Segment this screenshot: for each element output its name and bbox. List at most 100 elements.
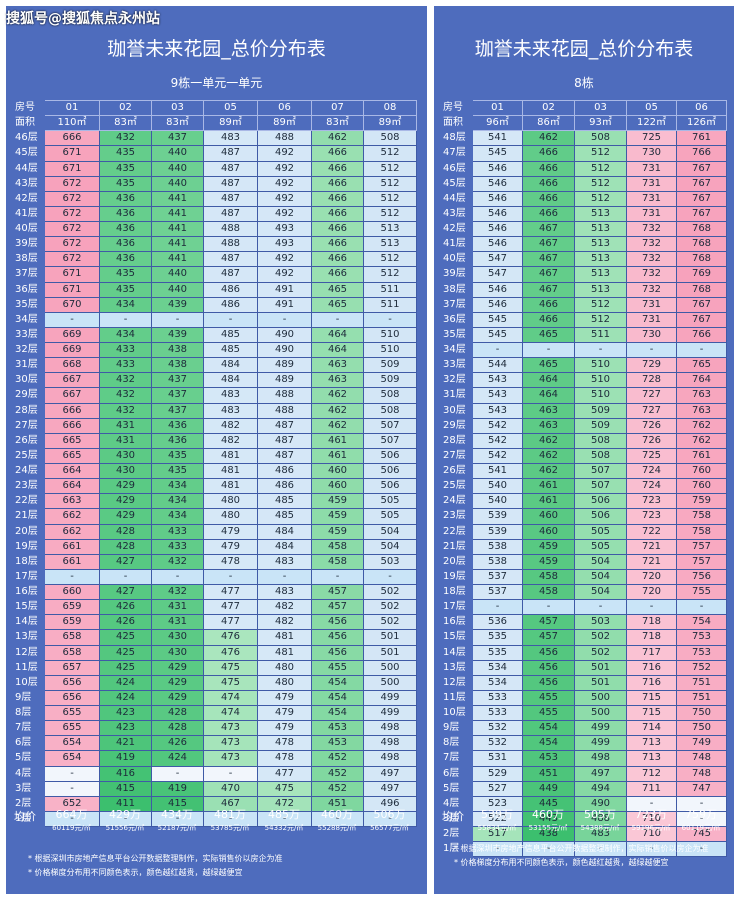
building-8-panel: 珈誉未来花园_总价分布表 8栋 房号 01 02 03 05 06 面积 96㎡ 86㎡ 93㎡ 1… (434, 6, 734, 894)
price-cell: 454 (311, 689, 364, 707)
left-notes: * 根据深圳市房地产信息平台公开数据整理制作，实际销售价以房企为准 * 价格梯度… (28, 852, 418, 880)
price-cell: 456 (522, 644, 575, 661)
price-cell: 466 (522, 145, 575, 162)
price-cell: - (99, 810, 152, 828)
price-cell: 434 (99, 326, 152, 344)
price-cell: 479 (203, 523, 258, 540)
price-cell: 512 (363, 160, 417, 177)
unit-number-row-cell: 01 (472, 99, 523, 117)
floor-label: 11层 (443, 691, 466, 703)
price-cell: 658 (44, 629, 100, 646)
floor-row: 43层 672 435 440 487 492 466 512 (13, 175, 417, 192)
floor-row: 18层 537 458 504 720 755 (441, 583, 727, 601)
price-cell: 731 (626, 311, 677, 328)
price-cell: 455 (311, 659, 364, 676)
floor-label: 4层 (443, 797, 460, 809)
price-cell: 445 (522, 795, 575, 812)
price-cell: 499 (574, 735, 627, 752)
average-label: 均价 (442, 810, 464, 823)
price-cell: 670 (44, 296, 100, 313)
price-cell: 751 (676, 689, 727, 707)
price-cell: 439 (151, 296, 204, 313)
floor-label: 27层 (15, 419, 38, 431)
price-cell: - (203, 810, 258, 828)
price-cell: 767 (676, 175, 727, 192)
price-cell: 439 (151, 326, 204, 344)
price-cell: 433 (151, 523, 204, 540)
area-row-cell: 89㎡ (257, 115, 312, 132)
price-cell: 428 (151, 704, 204, 722)
price-cell: 461 (522, 493, 575, 510)
price-cell: 486 (203, 296, 258, 313)
floor-label: 14层 (15, 616, 38, 628)
price-cell: 655 (44, 720, 100, 737)
floor-label: 6层 (443, 767, 460, 779)
floor-label: 10层 (15, 676, 38, 688)
floor-row: 17层 - - - - - (441, 599, 727, 616)
price-cell: 666 (44, 417, 100, 434)
floor-row: 1层 - - - - - - - (13, 810, 417, 828)
area-row-cell: 83㎡ (151, 115, 204, 132)
price-cell: 429 (151, 689, 204, 707)
floor-label: 25层 (15, 449, 38, 461)
price-cell: - (574, 599, 627, 616)
price-cell: 429 (151, 674, 204, 691)
price-cell: 716 (626, 659, 677, 676)
price-cell: 437 (151, 387, 204, 404)
average-cell: 505万 54388元/㎡ (574, 806, 626, 833)
price-cell: 511 (574, 326, 627, 344)
area-row-cell: 89㎡ (203, 115, 258, 132)
total-price: 460万 (532, 808, 564, 821)
price-cell: 664 (44, 478, 100, 495)
floor-label: 16层 (443, 616, 466, 628)
price-cell: 419 (151, 780, 204, 797)
price-cell: 441 (151, 190, 204, 207)
price-cell: 479 (257, 704, 312, 722)
total-price: 506万 (373, 808, 406, 821)
price-cell: 429 (99, 478, 152, 495)
price-cell: 672 (44, 190, 100, 207)
price-cell: - (676, 599, 727, 616)
price-cell: 426 (151, 735, 204, 752)
price-cell: 481 (203, 447, 258, 465)
price-cell: 463 (311, 372, 364, 389)
price-cell: 426 (99, 599, 152, 616)
price-cell: 487 (203, 160, 258, 177)
floor-row: 23层 539 460 506 723 758 (441, 508, 727, 525)
floor-row: 19层 537 458 504 720 756 (441, 568, 727, 586)
price-cell: 654 (44, 735, 100, 752)
price-cell: 434 (151, 508, 204, 525)
price-cell: 508 (363, 402, 417, 419)
price-cell: 517 (472, 825, 523, 843)
floor-label: 30层 (15, 374, 38, 386)
price-cell: 436 (151, 432, 204, 449)
floor-label: 44层 (443, 192, 466, 204)
price-cell: 460 (522, 523, 575, 540)
price-cell: 730 (626, 145, 677, 162)
price-cell: 465 (522, 357, 575, 374)
floor-row: 29层 542 463 509 726 762 (441, 417, 727, 434)
floor-row: 12层 534 456 501 716 751 (441, 674, 727, 691)
floor-row: 16层 536 457 503 718 754 (441, 614, 727, 631)
floor-row: 37层 671 435 440 487 492 466 512 (13, 266, 417, 283)
price-cell: 430 (151, 644, 204, 661)
total-price: 481万 (214, 808, 246, 821)
price-cell: 656 (44, 674, 100, 691)
price-cell: 510 (363, 326, 417, 344)
price-cell: 428 (151, 720, 204, 737)
unit-number-row-cell: 02 (522, 99, 575, 117)
price-cell: 488 (257, 387, 312, 404)
price-cell: 455 (522, 689, 575, 707)
price-cell: 766 (676, 145, 727, 162)
price-cell: - (44, 780, 100, 797)
floor-row: 20层 538 459 504 721 757 (441, 553, 727, 570)
price-cell: 484 (203, 372, 258, 389)
unit-number-row-label: 房号 (443, 102, 463, 114)
floor-label: 2层 (15, 797, 32, 809)
price-cell: 532 (472, 720, 523, 737)
price-cell: 500 (574, 704, 627, 722)
floor-row: 29层 667 432 437 483 488 462 508 (13, 387, 417, 404)
price-cell: 437 (151, 402, 204, 419)
floor-row: 14层 659 426 431 477 482 456 502 (13, 614, 417, 631)
floor-row: 47层 545 466 512 730 766 (441, 145, 727, 162)
